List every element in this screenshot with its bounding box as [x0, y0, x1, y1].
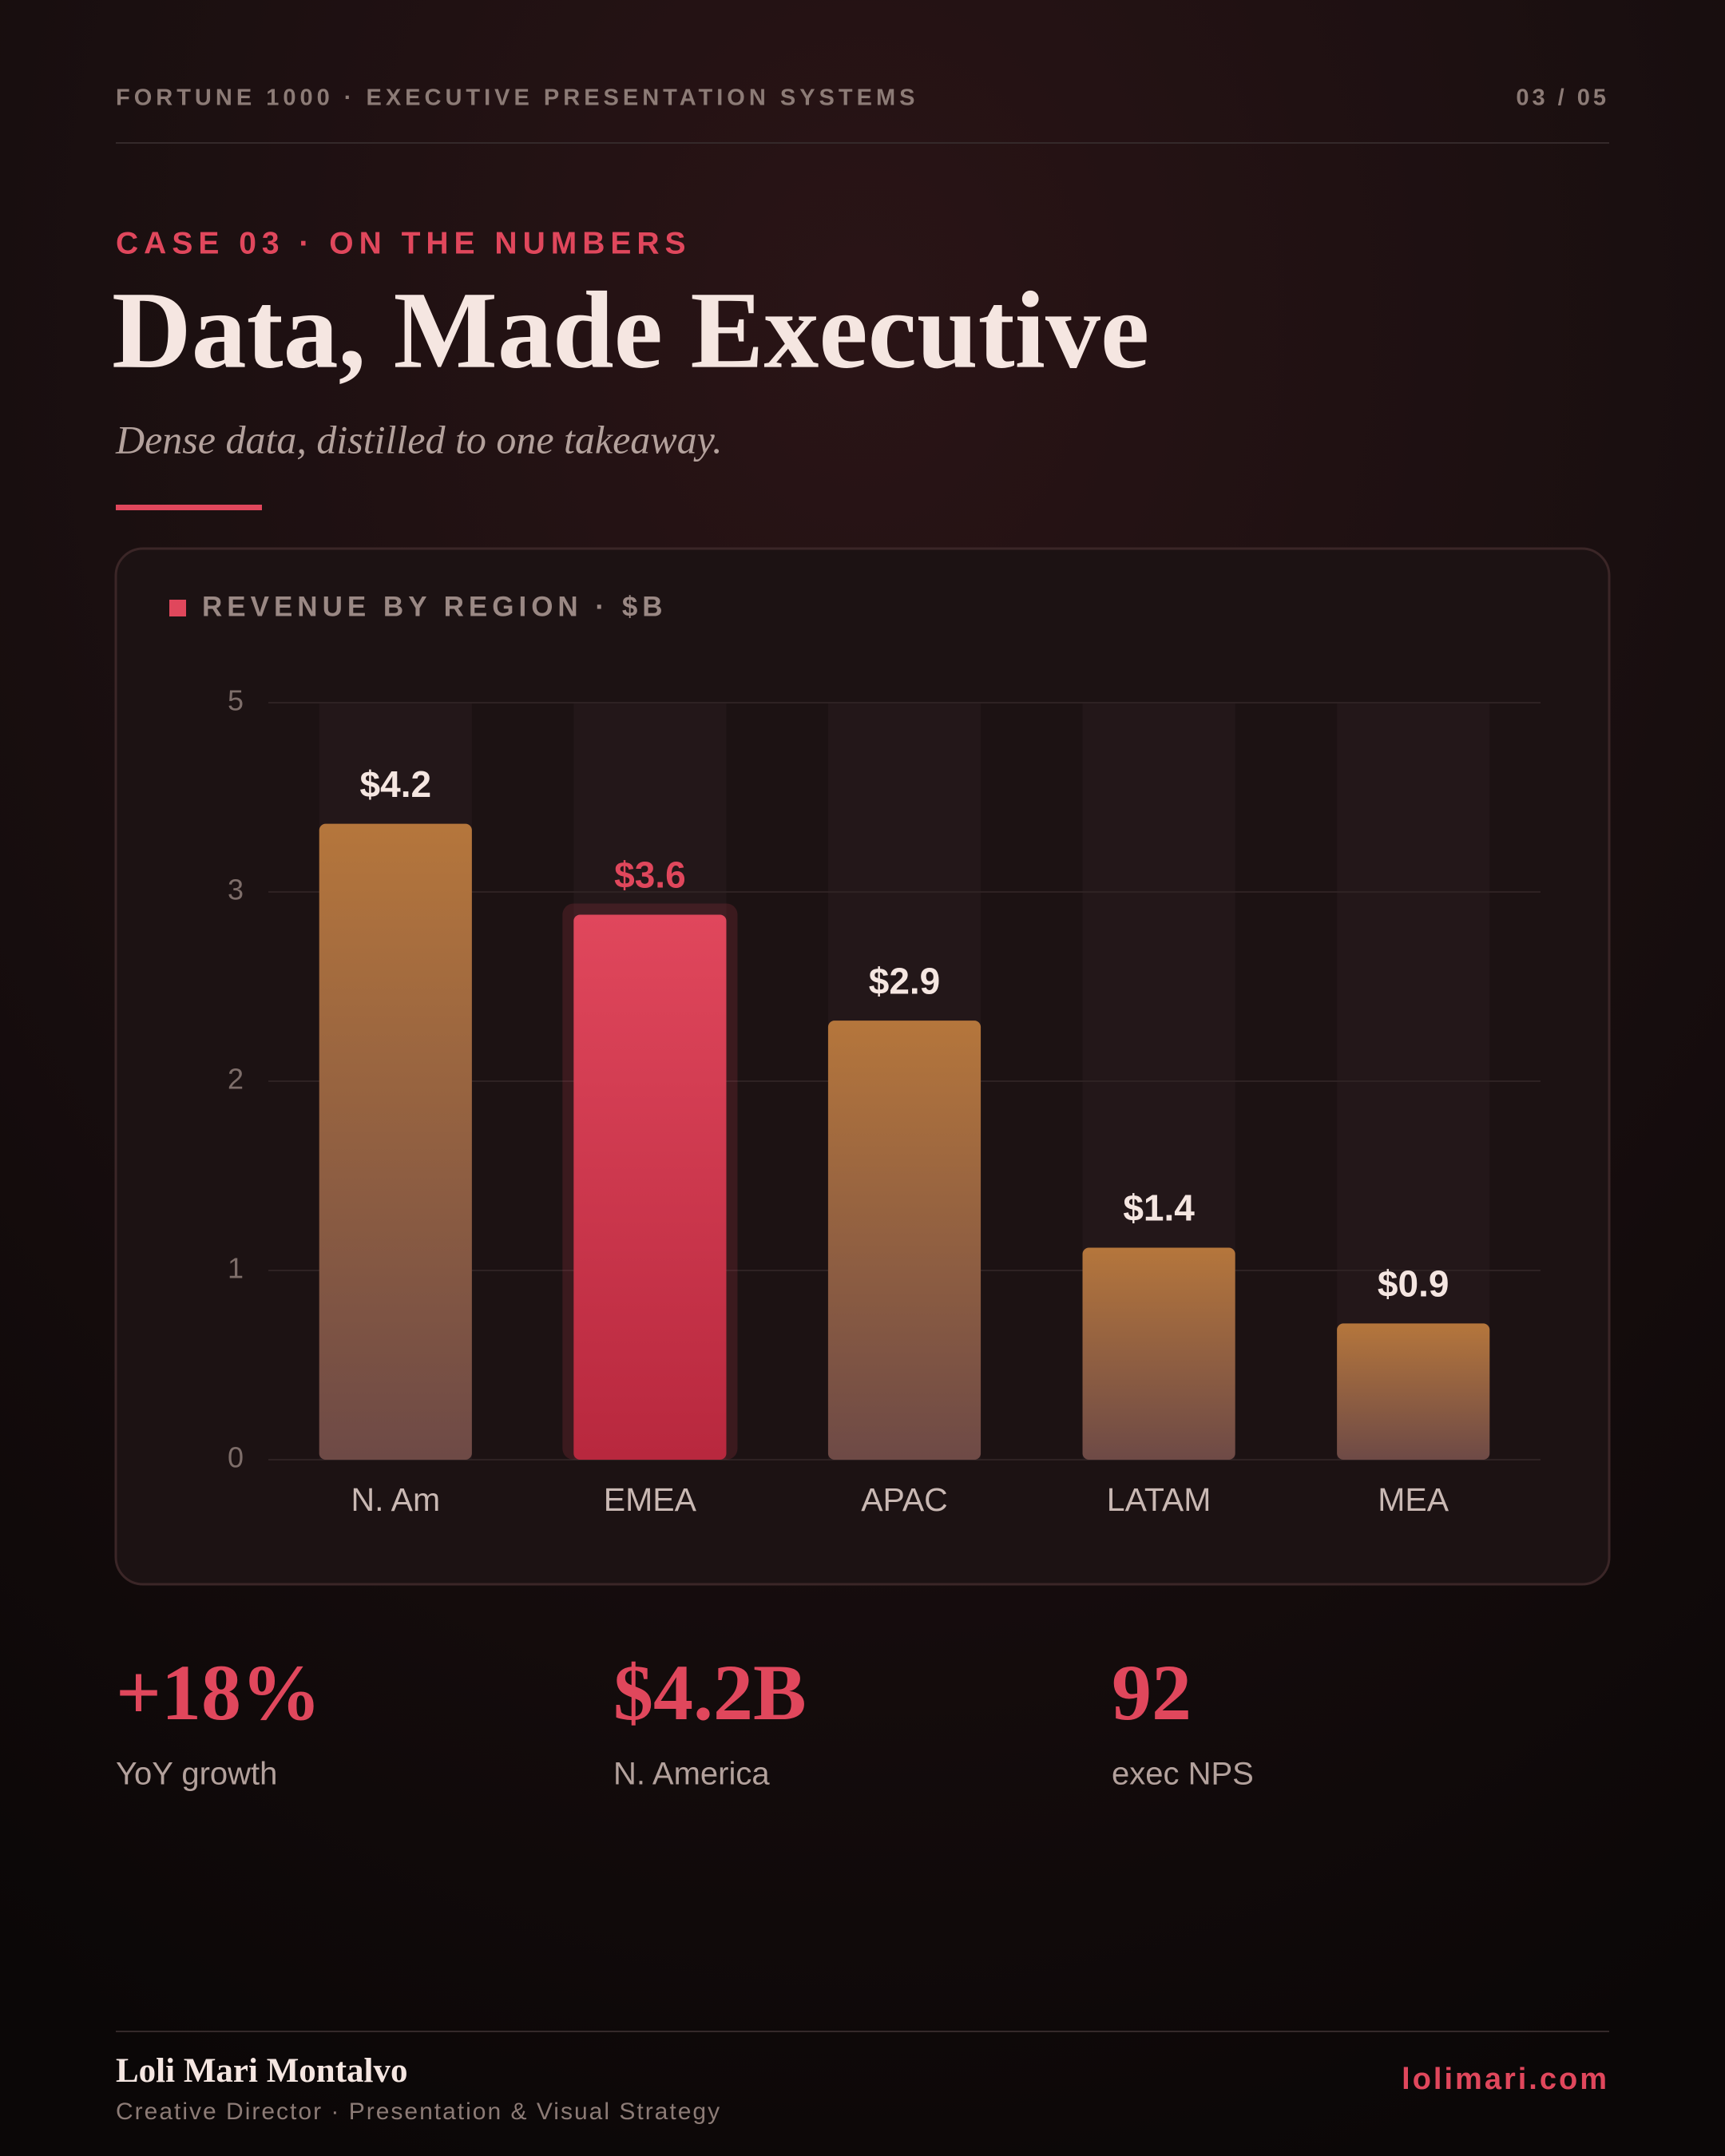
bar: [1082, 1247, 1235, 1460]
x-tick-label: LATAM: [1107, 1481, 1211, 1518]
footer-name: Loli Mari Montalvo: [116, 2052, 407, 2090]
x-tick-label: APAC: [861, 1481, 948, 1518]
stat-label: N. America: [613, 1757, 770, 1792]
y-tick-label: 1: [228, 1252, 244, 1285]
eyebrow: CASE 03 · ON THE NUMBERS: [116, 226, 692, 260]
value-label: $0.9: [1378, 1263, 1449, 1305]
accent-rule: [116, 505, 262, 510]
x-tick-label: MEA: [1378, 1481, 1449, 1518]
x-tick-label: N. Am: [351, 1481, 440, 1518]
header-left: FORTUNE 1000 · EXECUTIVE PRESENTATION SY…: [116, 85, 918, 111]
stat-label: exec NPS: [1112, 1757, 1254, 1792]
stats: +18% YoY growth $4.2B N. America 92 exec NPS: [116, 1648, 1254, 1792]
bar: [573, 914, 727, 1460]
value-label: $4.2: [360, 763, 432, 805]
value-label: $1.4: [1123, 1187, 1195, 1229]
stat-value: 92: [1112, 1648, 1192, 1737]
bar: [1337, 1323, 1490, 1460]
title: Data, Made Executive: [112, 269, 1149, 391]
footer-url: lolimari.com: [1402, 2063, 1609, 2096]
y-tick-label: 3: [228, 874, 244, 906]
stat-label: YoY growth: [116, 1757, 277, 1792]
y-tick-label: 5: [228, 684, 244, 717]
legend-square: [169, 600, 186, 616]
bar: [827, 1021, 981, 1460]
x-tick-label: EMEA: [604, 1481, 697, 1518]
subtitle: Dense data, distilled to one takeaway.: [115, 417, 723, 462]
footer-role: Creative Director · Presentation & Visua…: [116, 2099, 721, 2125]
y-tick-label: 0: [228, 1441, 244, 1474]
plot: 0 1 2 3 5 N. Am $4.2 EMEA $3.6 APAC $2.9 LATAM $1.4 M…: [228, 684, 1541, 1518]
chart-title: REVENUE BY REGION · $B: [202, 591, 668, 622]
value-label: $2.9: [869, 960, 941, 1001]
stat-value: $4.2B: [613, 1648, 807, 1737]
stat-value: +18%: [116, 1648, 321, 1737]
bar: [319, 823, 472, 1460]
page-number: 03 / 05: [1516, 85, 1609, 111]
y-tick-label: 2: [228, 1063, 244, 1096]
value-label: $3.6: [614, 854, 686, 896]
